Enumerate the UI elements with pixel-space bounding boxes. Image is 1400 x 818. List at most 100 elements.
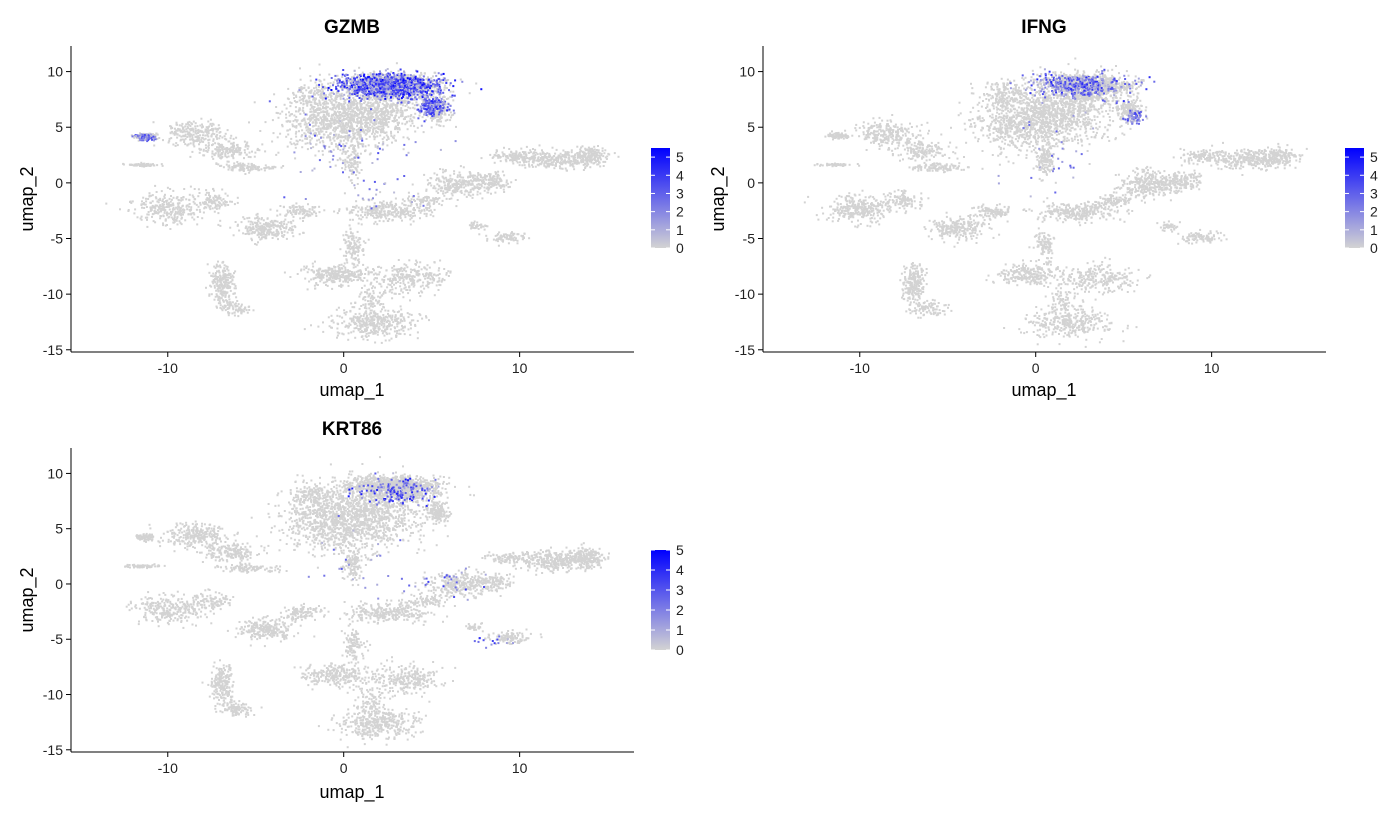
cell-point	[218, 149, 221, 152]
cell-point	[304, 121, 307, 124]
cell-point	[586, 148, 589, 151]
cell-point	[424, 275, 427, 278]
cell-point	[232, 157, 235, 160]
cell-point	[413, 125, 416, 128]
cell-point	[403, 319, 406, 322]
cell-point	[370, 309, 373, 312]
cell-point	[317, 93, 320, 96]
cell-point	[337, 114, 340, 117]
cell-point	[407, 281, 410, 284]
cell-point	[385, 138, 388, 141]
cell-point	[392, 137, 395, 140]
cell-point	[303, 328, 306, 331]
cell-point	[416, 337, 419, 340]
cell-point	[154, 134, 157, 137]
cell-point	[147, 198, 150, 200]
cell-point	[316, 107, 319, 110]
cell-point	[251, 221, 254, 224]
cell-point	[343, 192, 346, 195]
cell-point	[422, 281, 425, 284]
cell-point	[350, 302, 353, 305]
cell-point	[341, 129, 344, 132]
cell-point	[426, 208, 429, 211]
cell-point	[428, 266, 431, 269]
cell-point	[199, 210, 202, 213]
cell-point	[364, 126, 367, 128]
cell-point	[406, 207, 409, 210]
cell-point	[155, 197, 158, 200]
cell-point	[406, 266, 409, 269]
cell-point	[422, 131, 425, 134]
cell-point	[301, 217, 304, 220]
cell-point	[217, 212, 220, 215]
cell-point	[247, 162, 250, 165]
cell-point	[196, 216, 199, 218]
cell-point	[371, 330, 373, 333]
cell-point	[423, 275, 425, 278]
cell-point	[521, 238, 524, 241]
cell-point	[364, 241, 367, 244]
cell-point	[208, 197, 211, 200]
cell-point	[354, 187, 356, 190]
cell-point	[356, 319, 359, 322]
cell-point	[290, 137, 293, 140]
cell-point	[332, 148, 335, 151]
cell-point	[513, 159, 516, 162]
cell-point	[335, 101, 338, 104]
cell-point	[467, 184, 470, 187]
cell-point	[173, 127, 176, 130]
cell-point	[418, 265, 421, 268]
cell-point	[157, 198, 160, 201]
cell-point	[356, 152, 359, 155]
cell-point	[353, 107, 355, 110]
cell-point	[229, 272, 232, 275]
cell-point	[367, 144, 370, 147]
cell-point	[406, 289, 409, 291]
cell-point	[391, 314, 394, 317]
cell-point	[476, 175, 479, 178]
cell-point	[151, 200, 154, 203]
cell-point	[405, 289, 408, 291]
cell-point	[444, 84, 447, 87]
cell-point	[489, 153, 492, 156]
cell-point	[360, 169, 363, 171]
cell-point	[386, 105, 389, 108]
cell-point	[337, 135, 340, 138]
cell-point	[175, 132, 178, 135]
cell-point	[306, 271, 309, 274]
cell-point	[362, 240, 365, 243]
cell-point	[356, 74, 359, 77]
cell-point	[195, 208, 198, 211]
cell-point	[592, 162, 595, 165]
cell-point	[328, 268, 331, 271]
cell-point	[372, 290, 375, 293]
cell-point	[193, 202, 196, 205]
cell-point	[192, 196, 195, 199]
cell-point	[458, 186, 461, 189]
cell-point	[188, 203, 191, 205]
cell-point	[218, 194, 221, 197]
cell-point	[232, 276, 235, 279]
cell-point	[145, 206, 148, 208]
cell-point	[334, 164, 337, 167]
cell-point	[143, 202, 145, 204]
cell-point	[510, 150, 513, 153]
cell-point	[295, 110, 297, 113]
cell-point	[349, 235, 352, 238]
cell-point	[414, 214, 416, 217]
cell-point	[218, 202, 221, 205]
cell-point	[155, 191, 158, 193]
cell-point	[411, 277, 414, 280]
cell-point	[298, 99, 301, 102]
cell-point	[396, 325, 399, 328]
cell-point	[506, 234, 508, 237]
cell-point	[256, 216, 258, 219]
cell-point	[381, 308, 383, 311]
cell-point	[486, 239, 489, 242]
cell-point	[323, 85, 326, 88]
cell-point	[356, 120, 359, 123]
cell-point	[197, 195, 200, 198]
cell-point	[156, 204, 158, 207]
cell-point	[160, 163, 163, 166]
cell-point	[360, 206, 363, 209]
